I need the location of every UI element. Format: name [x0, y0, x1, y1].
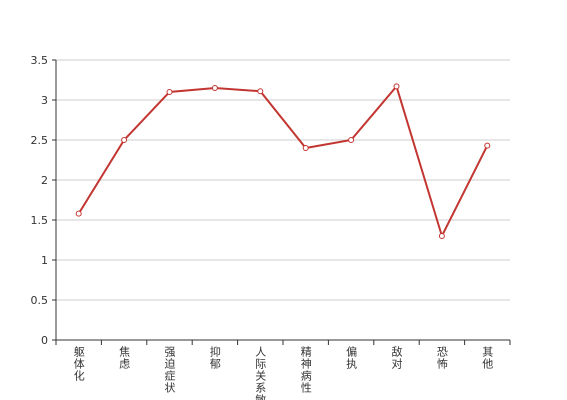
x-tick-label: 精神病性: [299, 346, 312, 394]
x-tick-label: 偏执: [345, 345, 358, 370]
point: [302, 145, 309, 151]
y-tick-label: 0: [41, 334, 48, 347]
y-tick-label: 2: [41, 174, 48, 187]
y-tick-label: 0.5: [31, 294, 49, 307]
x-tick-label: 敌对: [390, 345, 403, 370]
y-tick-label: 1.5: [31, 214, 49, 227]
line: [77, 84, 489, 239]
point: [348, 137, 355, 143]
x-tick-label: 焦虑: [118, 346, 131, 370]
x-tick-label: 强迫症状: [163, 346, 176, 394]
point: [211, 85, 218, 91]
x-tick-label: 其他: [481, 346, 494, 370]
y-tick-label: 3.5: [31, 54, 49, 67]
x-tick-label: 抑郁: [208, 345, 221, 370]
x-tick-label: 恐怖: [435, 346, 448, 370]
x-tick-label: 躯体化: [72, 346, 85, 382]
point: [438, 233, 445, 239]
x-tick-label: 人际关系敏感: [254, 346, 267, 400]
point: [75, 210, 82, 217]
point: [393, 83, 400, 90]
point: [166, 89, 173, 95]
point: [121, 137, 128, 143]
y-tick-label: 2.5: [31, 134, 49, 147]
y-tick-label: 1: [41, 254, 48, 267]
point: [257, 88, 264, 95]
y-tick-label: 3: [41, 94, 48, 107]
point: [484, 142, 491, 149]
